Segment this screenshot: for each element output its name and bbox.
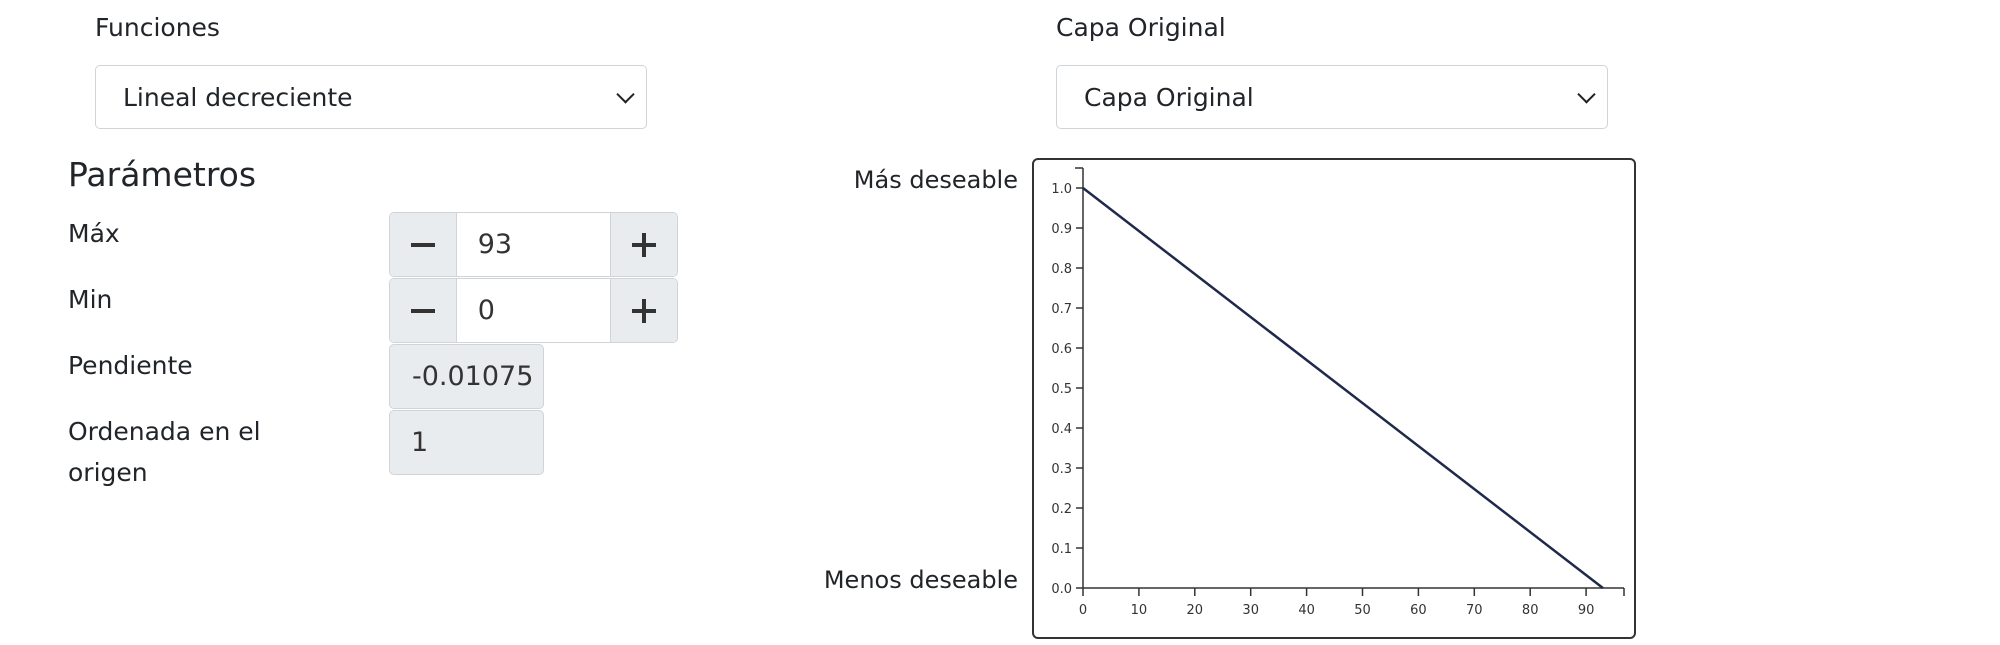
x-tick-label: 0 <box>1079 603 1087 618</box>
chevron-down-icon <box>1577 85 1596 104</box>
min-label: Min <box>68 285 113 314</box>
x-tick-label: 20 <box>1187 603 1204 618</box>
function-chart: 0.0 0.1 0.2 0.3 0.4 0.5 0.6 0.7 0.8 0.9 1.0 0 10 20 30… <box>1032 158 1636 639</box>
parameters-title: Parámetros <box>68 155 257 194</box>
max-label: Máx <box>68 219 120 248</box>
min-stepper: 0 <box>389 278 678 343</box>
chevron-down-icon <box>616 85 635 104</box>
max-input[interactable]: 93 <box>477 229 513 260</box>
slope-label: Pendiente <box>68 351 193 380</box>
chart-top-label: Más deseable <box>853 166 1018 194</box>
y-tick-label: 0.7 <box>1051 302 1072 317</box>
function-chart-svg: 0.0 0.1 0.2 0.3 0.4 0.5 0.6 0.7 0.8 0.9 1.0 0 10 20 30… <box>1051 167 1625 618</box>
y-tick-label: 0.9 <box>1051 222 1072 237</box>
layer-select-value: Capa Original <box>1084 82 1254 112</box>
y-tick-label: 0.8 <box>1051 262 1072 277</box>
min-decrement-button[interactable] <box>390 279 457 342</box>
x-tick-label: 50 <box>1354 603 1371 618</box>
minus-icon <box>410 308 435 313</box>
x-tick-label: 10 <box>1131 603 1148 618</box>
x-tick-label: 40 <box>1298 603 1315 618</box>
y-tick-label: 0.2 <box>1051 502 1072 517</box>
layer-select[interactable]: Capa Original <box>1056 65 1608 129</box>
y-tick-label: 0.3 <box>1051 462 1072 477</box>
y-tick-label: 0.0 <box>1051 582 1072 597</box>
functions-select[interactable]: Lineal decreciente <box>95 65 647 129</box>
intercept-label-line2: origen <box>68 458 148 487</box>
functions-select-value: Lineal decreciente <box>123 82 353 112</box>
y-tick-label: 1.0 <box>1051 182 1072 197</box>
x-tick-label: 30 <box>1242 603 1259 618</box>
y-tick-label: 0.4 <box>1051 422 1072 437</box>
x-tick-label: 60 <box>1410 603 1427 618</box>
intercept-field: 1 <box>389 410 544 475</box>
minus-icon <box>410 242 435 247</box>
min-increment-button[interactable] <box>610 279 677 342</box>
slope-field: -0.01075 <box>389 344 544 409</box>
layer-label: Capa Original <box>1056 13 1226 42</box>
plus-icon <box>632 232 657 257</box>
intercept-label-line1: Ordenada en el <box>68 417 261 446</box>
x-tick-label: 80 <box>1522 603 1539 618</box>
y-tick-label: 0.6 <box>1051 342 1072 357</box>
min-input[interactable]: 0 <box>477 295 495 326</box>
y-tick-label: 0.5 <box>1051 382 1072 397</box>
series-line <box>1082 187 1604 589</box>
max-decrement-button[interactable] <box>390 213 457 276</box>
x-tick-label: 70 <box>1466 603 1483 618</box>
functions-label: Funciones <box>95 13 220 42</box>
plus-icon <box>632 298 657 323</box>
x-tick-label: 90 <box>1578 603 1595 618</box>
max-stepper: 93 <box>389 212 678 277</box>
max-increment-button[interactable] <box>610 213 677 276</box>
y-tick-label: 0.1 <box>1051 542 1072 557</box>
chart-bottom-label: Menos deseable <box>823 566 1018 594</box>
